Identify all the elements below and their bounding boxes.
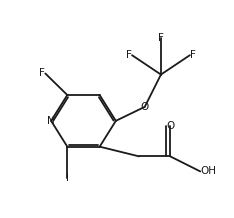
Text: OH: OH (200, 166, 216, 176)
Text: N: N (47, 116, 55, 126)
Text: O: O (141, 102, 149, 112)
Text: F: F (158, 33, 164, 43)
Text: F: F (40, 68, 45, 78)
Text: F: F (190, 50, 196, 60)
Text: F: F (126, 50, 132, 60)
Text: I: I (66, 173, 69, 183)
Text: O: O (166, 121, 174, 131)
